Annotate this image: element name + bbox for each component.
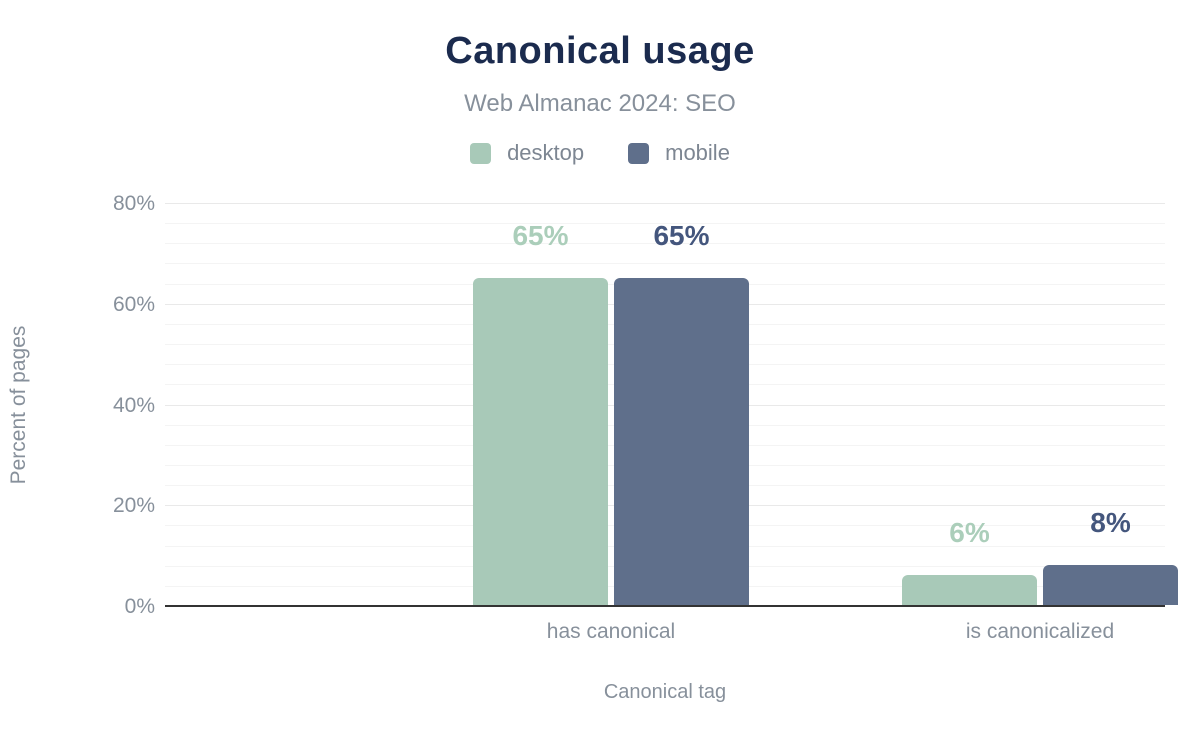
gridline	[165, 223, 1165, 225]
x-axis-title: Canonical tag	[603, 681, 727, 703]
desktop-swatch-icon	[470, 142, 492, 164]
legend-label-desktop: desktop	[507, 140, 585, 165]
y-tick-label: 60%	[112, 292, 155, 316]
data-label-mobile-is-canonicalized: 8%	[1090, 506, 1131, 538]
legend-label-mobile: mobile	[665, 140, 730, 165]
y-tick-label: 40%	[112, 393, 155, 417]
data-label-desktop-is-canonicalized: 6%	[949, 516, 990, 548]
legend: desktop mobile	[0, 140, 1200, 166]
gridline	[165, 263, 1165, 265]
chart-title: Canonical usage	[445, 30, 755, 72]
gridline	[165, 243, 1165, 245]
legend-item-desktop[interactable]: desktop	[470, 140, 584, 166]
x-axis-baseline	[165, 605, 1165, 607]
legend-item-mobile[interactable]: mobile	[628, 140, 730, 166]
chart-subtitle: Web Almanac 2024: SEO	[464, 90, 736, 117]
plot-area: 65% 65% 6% 8%	[165, 203, 1178, 607]
bar-mobile-has-canonical[interactable]	[614, 277, 749, 605]
bar-desktop-has-canonical[interactable]	[473, 277, 608, 605]
y-tick-label: 80%	[112, 192, 155, 215]
x-category-label: is canonicalized	[965, 620, 1115, 643]
y-tick-label: 20%	[112, 494, 155, 518]
gridline	[165, 203, 1165, 204]
x-category-label: has canonical	[546, 620, 676, 643]
y-tick-label: 0%	[124, 595, 155, 618]
data-label-desktop-has-canonical: 65%	[512, 219, 569, 251]
y-axis-tick-labels: 0% 20% 40% 60% 80%	[0, 193, 155, 618]
bar-mobile-is-canonicalized[interactable]	[1043, 564, 1178, 605]
bar-desktop-is-canonicalized[interactable]	[902, 574, 1037, 605]
mobile-swatch-icon	[628, 142, 650, 164]
data-label-mobile-has-canonical: 65%	[653, 219, 710, 251]
